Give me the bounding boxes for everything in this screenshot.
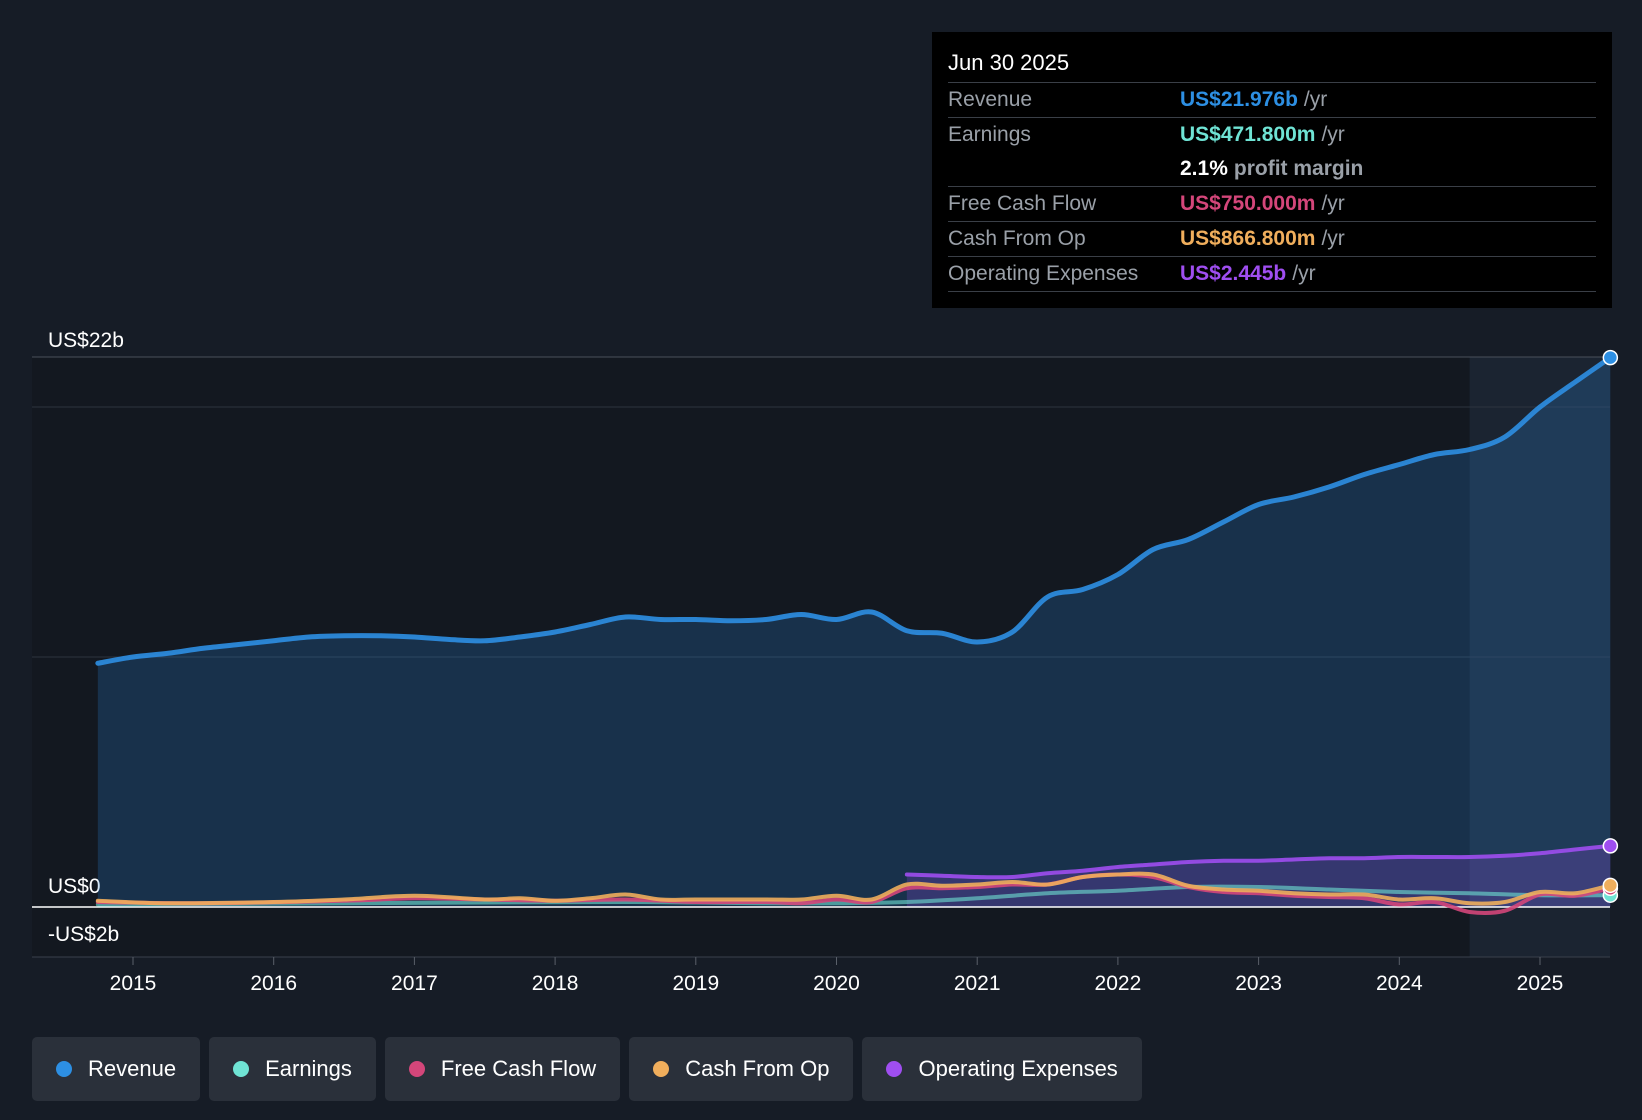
x-tick-label: 2016	[250, 972, 297, 995]
legend-item-operating-expenses[interactable]: Operating Expenses	[862, 1037, 1142, 1101]
cash-from-op-line	[95, 871, 1613, 906]
tooltip-row-revenue: Revenue US$21.976b/yr	[948, 83, 1596, 118]
tooltip-label: Earnings	[948, 123, 1031, 146]
tooltip-value: US$471.800m	[1180, 123, 1316, 146]
y-tick-label: US$22b	[48, 329, 124, 352]
x-tick-label: 2022	[1095, 972, 1142, 995]
legend-item-cash-from-op[interactable]: Cash From Op	[629, 1037, 854, 1101]
revenue-area	[97, 357, 1611, 908]
tooltip: Jun 30 2025 Revenue US$21.976b/yr Earnin…	[932, 32, 1612, 308]
revenue-end-marker	[1602, 349, 1619, 366]
tooltip-row-opex: Operating Expenses US$2.445b/yr	[948, 257, 1596, 292]
chart: US$22b US$0 -US$2b 2015 2016 2017 2018 2019 2020…	[32, 329, 1619, 995]
revenue-line	[95, 355, 1613, 666]
legend-label: Revenue	[88, 1056, 177, 1081]
tooltip-row-margin: 2.1% profit margin	[948, 152, 1596, 187]
legend-label: Free Cash Flow	[440, 1056, 597, 1081]
operating-expenses-line	[904, 843, 1613, 880]
tooltip-label: Cash From Op	[948, 227, 1086, 250]
x-tick-label: 2020	[813, 972, 860, 995]
x-tick-label: 2025	[1517, 972, 1564, 995]
y-tick-label: US$0	[48, 875, 101, 898]
earnings-line	[95, 884, 1613, 907]
tooltip-label	[948, 152, 1180, 186]
legend-dot-icon	[653, 1061, 670, 1077]
tooltip-value: US$2.445b	[1180, 262, 1287, 285]
legend-dot-icon	[233, 1061, 250, 1077]
legend-item-revenue[interactable]: Revenue	[32, 1037, 201, 1101]
cash-from-op-end-marker	[1602, 877, 1619, 894]
tooltip-unit: /yr	[1321, 192, 1345, 215]
profit-margin-label: profit margin	[1233, 157, 1364, 180]
legend-dot-icon	[886, 1061, 903, 1077]
profit-margin-value: 2.1%	[1180, 157, 1228, 180]
legend-label: Earnings	[265, 1056, 352, 1081]
tooltip-unit: /yr	[1292, 262, 1316, 285]
legend-dot-icon	[408, 1061, 425, 1077]
legend-item-free-cash-flow[interactable]: Free Cash Flow	[384, 1037, 621, 1101]
x-tick-label: 2021	[954, 972, 1001, 995]
legend-item-earnings[interactable]: Earnings	[209, 1037, 376, 1101]
x-tick-label: 2017	[391, 972, 438, 995]
tooltip-unit: /yr	[1303, 88, 1328, 111]
tooltip-label: Free Cash Flow	[948, 192, 1097, 215]
tooltip-row-cfo: Cash From Op US$866.800m/yr	[948, 222, 1596, 257]
legend-dot-icon	[56, 1061, 72, 1077]
tooltip-unit: /yr	[1321, 227, 1345, 250]
x-tick-label: 2018	[532, 972, 579, 995]
legend-label: Operating Expenses	[918, 1056, 1118, 1081]
x-tick-label: 2024	[1376, 972, 1423, 995]
tooltip-row-fcf: Free Cash Flow US$750.000m/yr	[948, 187, 1596, 222]
tooltip-unit: /yr	[1321, 123, 1345, 146]
legend-label: Cash From Op	[685, 1056, 830, 1081]
tooltip-value: US$866.800m	[1180, 227, 1316, 250]
tooltip-value: US$21.976b	[1180, 88, 1298, 111]
tooltip-date: Jun 30 2025	[948, 46, 1596, 83]
tooltip-row-earnings: Earnings US$471.800m/yr	[948, 118, 1596, 152]
legend: Revenue Earnings Free Cash Flow Cash Fro…	[32, 1037, 1142, 1101]
x-tick-label: 2023	[1235, 972, 1282, 995]
tooltip-label: Revenue	[948, 88, 1033, 111]
operating-expenses-end-marker	[1602, 838, 1619, 854]
tooltip-label: Operating Expenses	[948, 262, 1139, 285]
x-tick-label: 2015	[110, 972, 157, 995]
tooltip-value: US$750.000m	[1180, 192, 1316, 215]
x-tick-label: 2019	[672, 972, 719, 995]
y-tick-label: -US$2b	[48, 923, 119, 946]
